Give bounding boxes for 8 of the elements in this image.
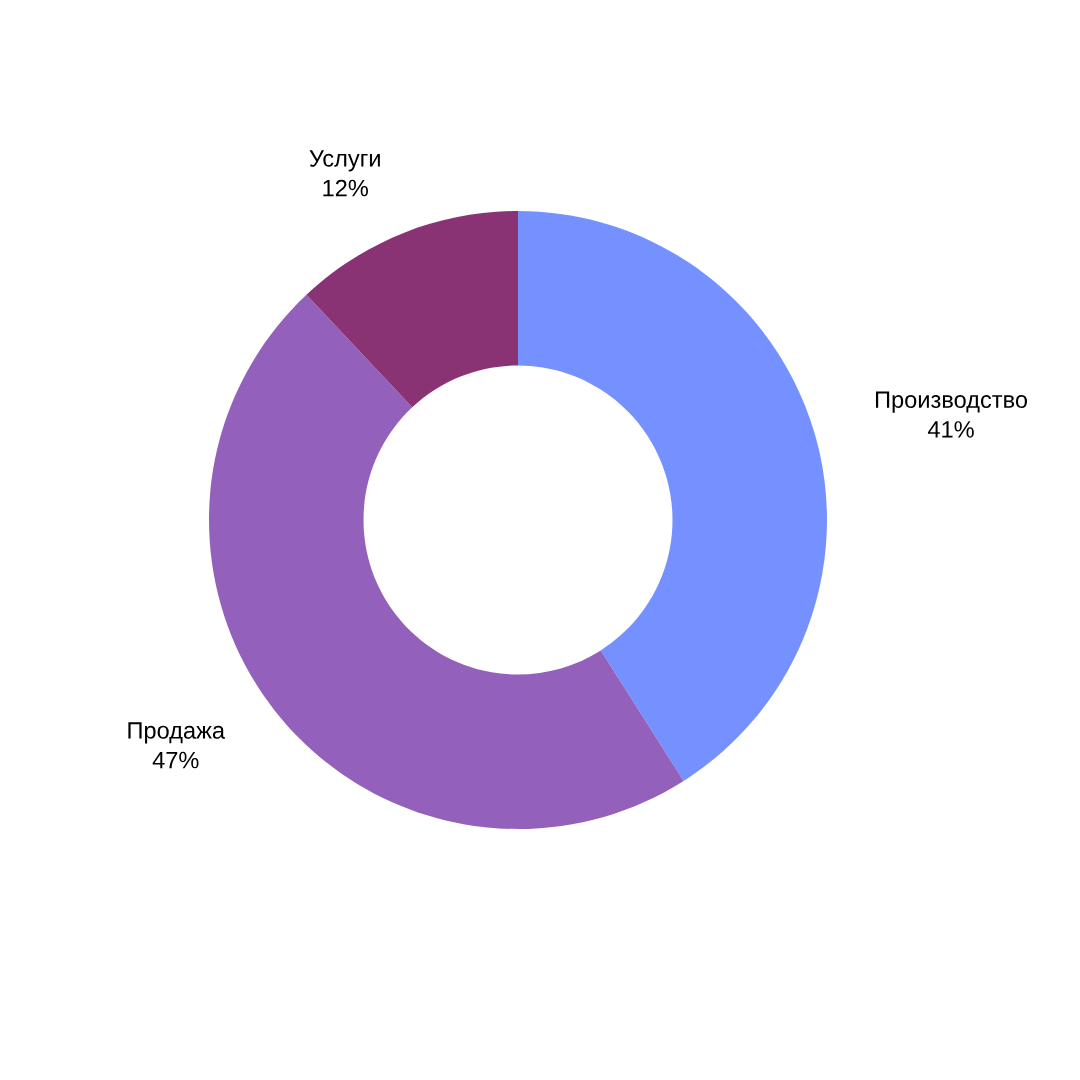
data-label: 47% xyxy=(152,751,199,769)
slice-label: Продажа xyxy=(128,722,226,744)
donut-slice xyxy=(306,211,518,408)
slice-label: Производство xyxy=(875,391,1028,413)
data-label: 12% xyxy=(323,179,368,197)
data-label: 41% xyxy=(927,421,974,438)
donut-slice xyxy=(518,211,827,781)
slice-label: Услуги xyxy=(309,150,380,172)
